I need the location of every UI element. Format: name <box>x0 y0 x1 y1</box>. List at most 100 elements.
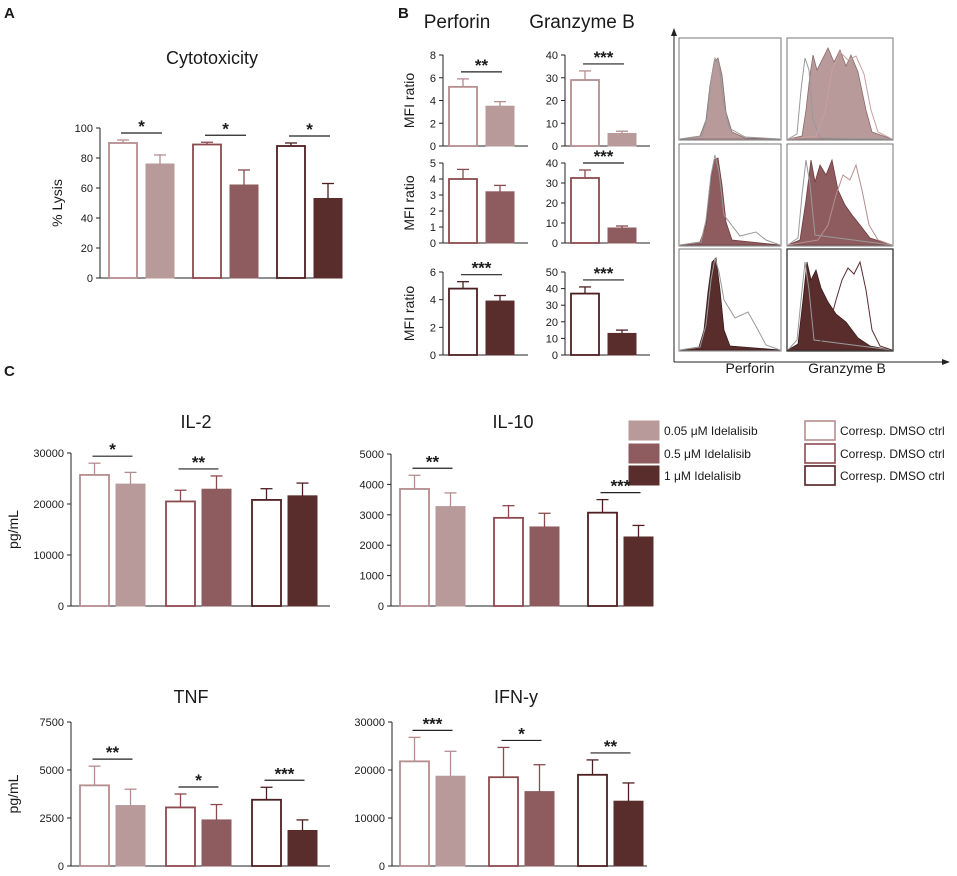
chart-title: IFN-y <box>494 687 538 707</box>
chart-a: 0 20 40 60 80 100 Cytotoxicity % Lysis * * * <box>49 48 343 285</box>
histogram-line <box>679 257 781 351</box>
y-tick-label: 20000 <box>354 765 385 777</box>
significance-label: * <box>222 119 229 138</box>
bar-control <box>251 798 282 867</box>
significance-label: ** <box>604 737 618 756</box>
bar-control <box>488 776 519 867</box>
bar-control <box>448 85 478 147</box>
bar-control <box>399 488 430 607</box>
bar-treated <box>313 198 343 279</box>
chart-b-perf-1: 0 2 4 6 8 MFI ratio ** <box>401 50 528 153</box>
bar-control <box>448 178 478 244</box>
bar-treated <box>115 483 146 607</box>
bar-control <box>192 143 222 279</box>
histogram-xlabel-granzyme: Granzyme B <box>808 360 886 376</box>
significance-label: ** <box>192 453 206 472</box>
histogram-line <box>787 159 893 246</box>
y-tick-label: 10000 <box>354 813 385 825</box>
bar-control <box>570 79 600 147</box>
histogram-xlabel-perforin: Perforin <box>725 360 774 376</box>
histogram-y-arrow-icon <box>671 28 677 36</box>
bar-control <box>448 287 478 356</box>
significance-label: *** <box>275 764 295 783</box>
significance-label: *** <box>594 264 614 283</box>
bar-treated <box>485 300 515 356</box>
y-tick-label: 4 <box>430 96 436 108</box>
bar-control <box>79 474 110 607</box>
y-tick-label: 0 <box>430 238 436 250</box>
y-tick-label: 30000 <box>354 717 385 729</box>
chart-b-gzm-3: 0 10 20 30 40 50 *** <box>546 264 650 362</box>
y-tick-label: 0 <box>552 141 558 153</box>
histogram-fill <box>786 261 893 351</box>
y-tick-label: 2 <box>430 118 436 130</box>
histogram-perforin-1 <box>678 37 782 141</box>
bar-treated <box>287 829 318 867</box>
bar-control <box>79 784 110 867</box>
legend-swatch-dark <box>628 465 660 486</box>
y-tick-label: 10 <box>546 333 558 345</box>
b-title-perforin: Perforin <box>424 12 491 33</box>
y-tick-label: 6 <box>430 267 436 279</box>
panel-label-c: C <box>4 363 15 380</box>
significance-label: *** <box>423 714 443 733</box>
bar-control <box>165 500 196 607</box>
chart-b-gzm-1: 0 10 20 30 40 *** <box>546 48 650 153</box>
legend-swatch-medium <box>628 443 660 464</box>
chart-b-perf-3: 0 2 4 6 MFI ratio *** <box>401 259 528 362</box>
y-tick-label: 40 <box>546 284 558 296</box>
bar-treated <box>613 800 644 867</box>
y-tick-label: 0 <box>552 350 558 362</box>
significance-label: *** <box>611 477 631 496</box>
bar-treated <box>607 227 637 244</box>
y-tick-label: 30000 <box>33 448 64 460</box>
y-tick-label: 2500 <box>40 813 64 825</box>
histogram-line <box>787 163 893 246</box>
y-tick-label: 0 <box>87 273 93 285</box>
y-tick-label: 3 <box>430 190 436 202</box>
histogram-fill <box>787 47 893 140</box>
chart-b-gzm-2: 0 10 20 30 40 *** <box>546 147 650 250</box>
significance-label: * <box>306 120 313 139</box>
y-tick-label: 40 <box>546 158 558 170</box>
significance-label: *** <box>594 147 614 166</box>
y-tick-label: 1000 <box>360 571 384 583</box>
legend-swatch-ctrl-dark <box>804 465 836 486</box>
significance-label: ** <box>475 56 489 75</box>
legend-label-idel-3: 1 μM Idelalisib <box>664 469 741 483</box>
bar-treated <box>485 105 515 147</box>
y-tick-label: 50 <box>546 267 558 279</box>
chart-title: IL-10 <box>492 412 533 432</box>
y-axis-label: MFI ratio <box>401 286 417 341</box>
significance-label: * <box>109 440 116 459</box>
y-axis-label: MFI ratio <box>401 175 417 230</box>
histogram-perforin-3 <box>678 248 782 352</box>
chart-title: IL-2 <box>180 412 211 432</box>
y-tick-label: 100 <box>75 123 93 135</box>
y-tick-label: 40 <box>546 50 558 62</box>
y-tick-label: 30 <box>546 73 558 85</box>
y-tick-label: 40 <box>81 213 93 225</box>
bar-treated <box>607 132 637 147</box>
bar-control <box>493 516 524 607</box>
y-tick-label: 4 <box>430 174 436 186</box>
b-title-granzyme: Granzyme B <box>529 12 635 33</box>
y-tick-label: 20 <box>546 317 558 329</box>
bar-control <box>577 773 608 867</box>
histogram-line <box>787 260 893 351</box>
bar-treated <box>201 488 232 607</box>
significance-label: * <box>195 771 202 790</box>
y-tick-label: 0 <box>552 238 558 250</box>
y-tick-label: 60 <box>81 183 93 195</box>
significance-label: *** <box>594 48 614 67</box>
histogram-grid: Perforin Granzyme B <box>671 28 950 376</box>
y-tick-label: 8 <box>430 50 436 62</box>
histogram-fill <box>679 57 781 140</box>
y-tick-label: 5 <box>430 158 436 170</box>
significance-label: * <box>518 724 525 743</box>
y-tick-label: 0 <box>58 601 64 613</box>
